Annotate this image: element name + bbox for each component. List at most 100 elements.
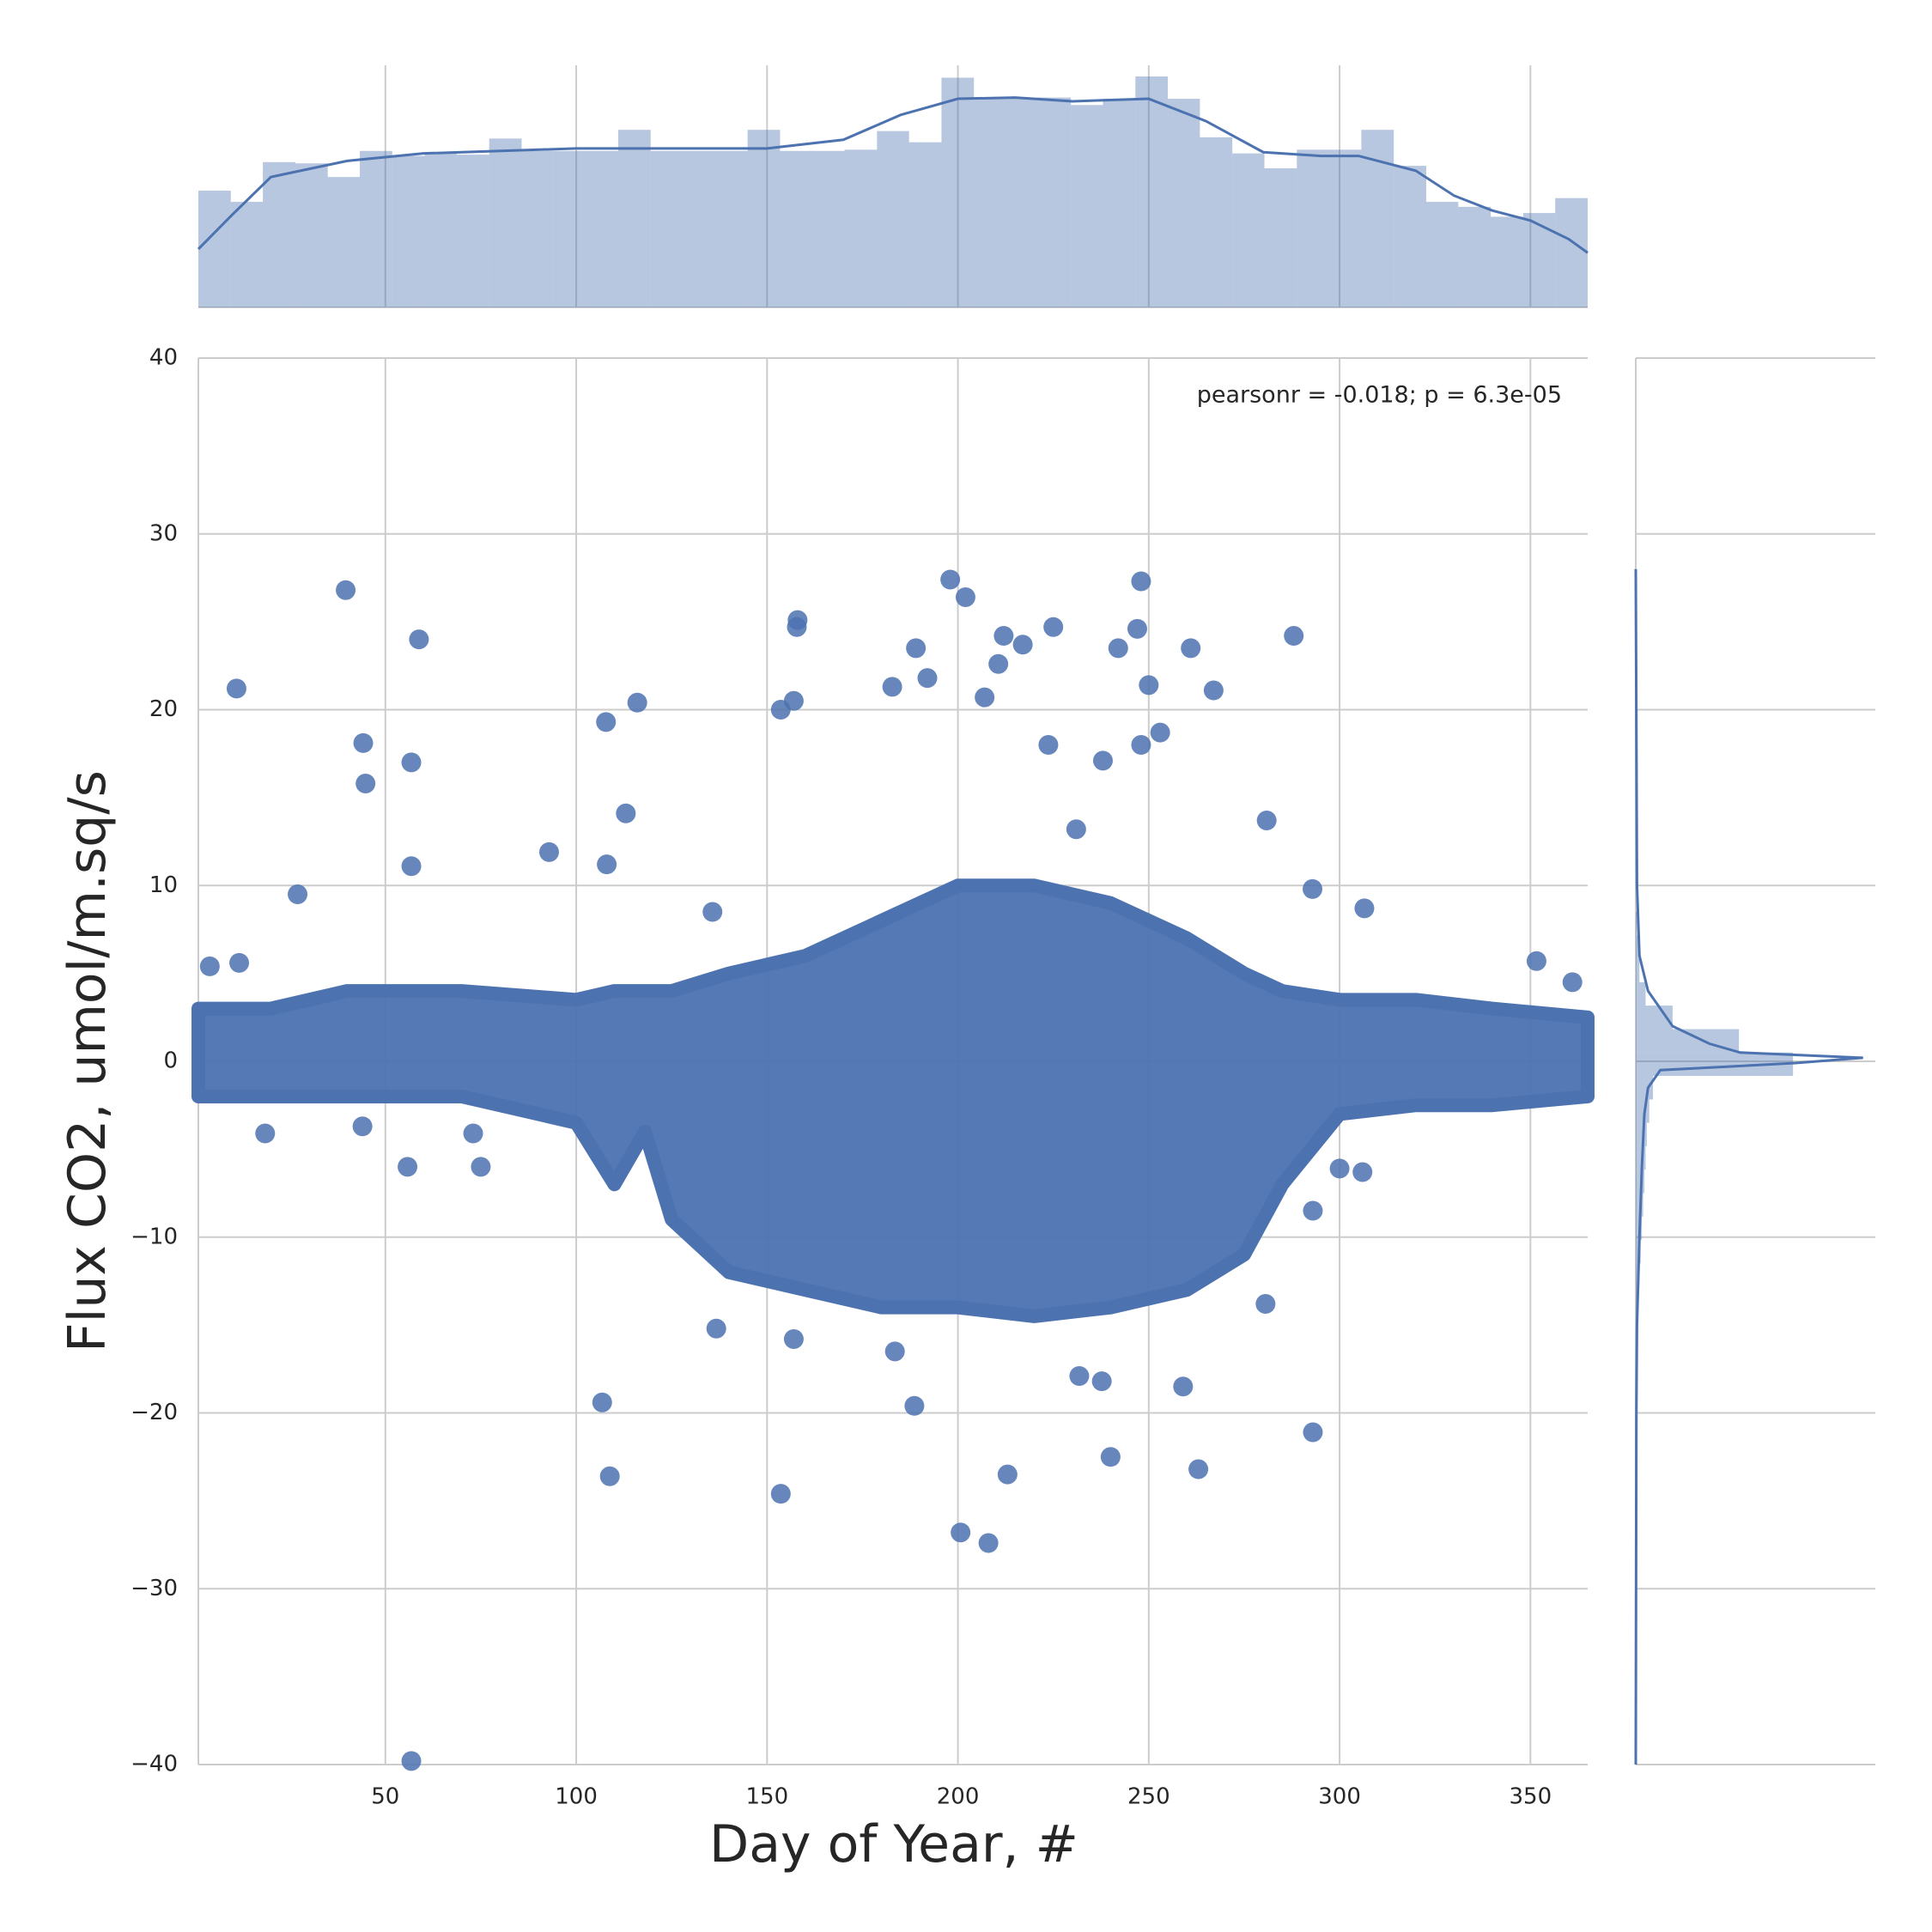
- scatter-point: [997, 1464, 1018, 1485]
- histogram-bar: [230, 202, 264, 307]
- y-tick-label: 30: [149, 520, 178, 546]
- scatter-point: [1066, 819, 1086, 840]
- scatter-point: [353, 732, 374, 753]
- scatter-point: [1139, 675, 1159, 696]
- scatter-point: [783, 1329, 804, 1350]
- histogram-bar: [521, 150, 554, 307]
- scatter-point: [1127, 618, 1147, 639]
- histogram-bar: [1636, 981, 1646, 1006]
- scatter-point: [229, 952, 250, 973]
- histogram-bar: [780, 150, 812, 307]
- scatter-point: [539, 841, 560, 862]
- scatter-point: [355, 773, 376, 793]
- scatter-point: [1303, 1200, 1323, 1221]
- histogram-bar: [1636, 1075, 1654, 1100]
- scatter-point: [787, 617, 807, 637]
- scatter-point: [352, 1116, 373, 1137]
- scatter-point: [409, 629, 429, 650]
- histogram-bar: [586, 150, 618, 307]
- scatter-point: [627, 692, 647, 713]
- histogram-bar: [1458, 206, 1492, 307]
- histogram-bar: [1425, 202, 1459, 307]
- scatter-point: [1188, 1459, 1209, 1479]
- scatter-point: [882, 677, 902, 697]
- scatter-point: [401, 1751, 422, 1771]
- scatter-point: [1150, 722, 1170, 743]
- scatter-point: [906, 638, 927, 659]
- histogram-bar: [1636, 935, 1638, 959]
- histogram-bar: [1135, 76, 1169, 307]
- histogram-bar: [553, 150, 586, 307]
- histogram-bar: [1232, 153, 1265, 307]
- scatter-point: [1303, 878, 1323, 899]
- x-tick-label: 150: [745, 1784, 788, 1810]
- scatter-point: [988, 653, 1009, 674]
- x-tick-label: 350: [1510, 1784, 1552, 1810]
- histogram-bar: [1555, 197, 1588, 307]
- scatter-point: [616, 803, 636, 823]
- histogram-bar: [908, 142, 942, 307]
- kde-line: [1634, 568, 1863, 1765]
- scatter-point: [401, 752, 422, 773]
- scatter-point: [1108, 638, 1128, 659]
- overlay: pearsonr = -0.018; p = 6.3e-05: [1197, 382, 1562, 409]
- x-tick-label: 50: [371, 1784, 399, 1810]
- scatter-point: [1354, 898, 1375, 919]
- histogram-bar: [392, 155, 425, 307]
- scatter-point: [955, 586, 975, 607]
- histogram-bar: [1636, 1122, 1647, 1146]
- histogram-bar: [1329, 149, 1362, 307]
- histogram-bar: [1522, 213, 1556, 307]
- y-tick-label: 10: [149, 872, 178, 898]
- scatter-point: [1043, 617, 1064, 637]
- x-tick-label: 300: [1318, 1784, 1361, 1810]
- histogram-bar: [1168, 99, 1200, 308]
- marks: [191, 76, 1863, 1771]
- scatter-point: [1181, 638, 1201, 659]
- histogram-bar: [198, 191, 231, 307]
- scatter-point: [1069, 1366, 1090, 1387]
- scatter-point: [596, 712, 617, 732]
- histogram-bar: [1264, 168, 1297, 307]
- scatter-point: [993, 626, 1014, 647]
- histogram-bar: [974, 97, 1006, 307]
- y-tick-label: −40: [131, 1752, 178, 1777]
- scatter-point: [1303, 1422, 1323, 1443]
- histogram-bar: [1636, 1170, 1645, 1194]
- histogram-bar: [1361, 130, 1394, 307]
- scatter-point: [1131, 571, 1151, 592]
- scatter-point: [226, 678, 246, 699]
- scatter-point: [336, 580, 356, 600]
- scatter-point: [904, 1395, 925, 1416]
- histogram-bar: [1005, 97, 1039, 307]
- y-tick-label: −10: [131, 1224, 178, 1249]
- scatter-point: [1012, 635, 1033, 655]
- histogram-bar: [1071, 105, 1103, 308]
- histogram-bar: [1636, 958, 1640, 982]
- scatter-point: [975, 687, 995, 708]
- scatter-point: [1255, 1294, 1276, 1315]
- histogram-bar: [1636, 1145, 1646, 1170]
- y-tick-label: −20: [131, 1400, 178, 1425]
- histogram-bar: [941, 77, 975, 307]
- histogram-bar: [489, 138, 522, 307]
- histogram-bar: [747, 130, 781, 307]
- scatter-cloud: [191, 878, 1595, 1323]
- scatter-point: [917, 668, 938, 689]
- scatter-point: [471, 1157, 491, 1177]
- scatter-point: [706, 1318, 726, 1339]
- y-tick-label: −30: [131, 1576, 178, 1601]
- scatter-point: [783, 690, 804, 711]
- scatter-point: [255, 1123, 276, 1144]
- scatter-point: [401, 856, 422, 877]
- scatter-point: [597, 854, 617, 875]
- scatter-point: [884, 1341, 905, 1362]
- scatter-point: [1173, 1376, 1194, 1397]
- histogram-bar: [295, 163, 328, 307]
- histogram-bar: [650, 150, 683, 307]
- scatter-point: [1329, 1158, 1350, 1179]
- scatter-point: [702, 902, 723, 922]
- scatter-point: [1284, 626, 1304, 647]
